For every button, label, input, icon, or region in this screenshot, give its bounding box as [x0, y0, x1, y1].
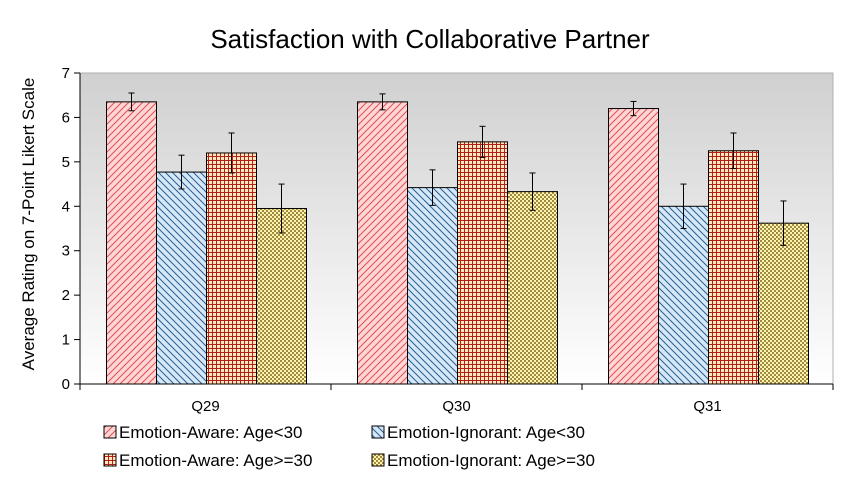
y-tick-label: 7 [62, 65, 70, 82]
bar-q29-series-1 [106, 101, 157, 385]
y-tick-label: 3 [62, 243, 70, 260]
y-tick-label: 2 [62, 287, 70, 304]
x-tick-label: Q31 [693, 398, 721, 415]
x-tick-label: Q30 [442, 398, 470, 415]
legend-label-2: Emotion-Ignorant: Age<30 [387, 423, 585, 442]
bar-q30-series-1 [357, 101, 408, 385]
bar-q29-series-4 [256, 208, 307, 385]
y-tick-label: 6 [62, 109, 70, 126]
legend-label-3: Emotion-Aware: Age>=30 [119, 451, 312, 470]
y-tick-label: 1 [62, 332, 70, 349]
axes [79, 73, 833, 385]
legend-swatch-2 [371, 425, 385, 439]
bar-q31-series-4 [758, 222, 809, 385]
legend: Emotion-Aware: Age<30 Emotion-Ignorant: A… [103, 423, 595, 470]
x-tick-label: Q29 [191, 398, 219, 415]
legend-label-1: Emotion-Aware: Age<30 [119, 423, 303, 442]
legend-swatch-4 [371, 453, 385, 467]
bars [106, 101, 809, 385]
x-ticks: Q29 Q30 Q31 [79, 384, 834, 415]
bar-q29-series-2 [156, 171, 207, 385]
bar-q29-series-3 [206, 152, 257, 385]
legend-swatch-3 [103, 453, 117, 467]
legend-swatch-1 [103, 425, 117, 439]
bar-q30-series-4 [507, 191, 558, 385]
bar-q31-series-3 [708, 150, 759, 385]
bar-q30-series-3 [457, 141, 508, 385]
bar-q31-series-1 [608, 108, 659, 385]
y-tick-label: 0 [62, 376, 70, 393]
chart-title: Satisfaction with Collaborative Partner [210, 24, 650, 54]
y-tick-label: 5 [62, 154, 70, 171]
bar-q30-series-2 [407, 187, 458, 385]
y-axis-label: Average Rating on 7-Point Likert Scale [19, 78, 38, 371]
y-tick-label: 4 [62, 198, 70, 215]
bar-q31-series-2 [658, 205, 709, 385]
legend-label-4: Emotion-Ignorant: Age>=30 [387, 451, 595, 470]
error-bars [128, 92, 787, 246]
y-ticks: 0 1 2 3 4 5 6 7 [62, 65, 80, 393]
